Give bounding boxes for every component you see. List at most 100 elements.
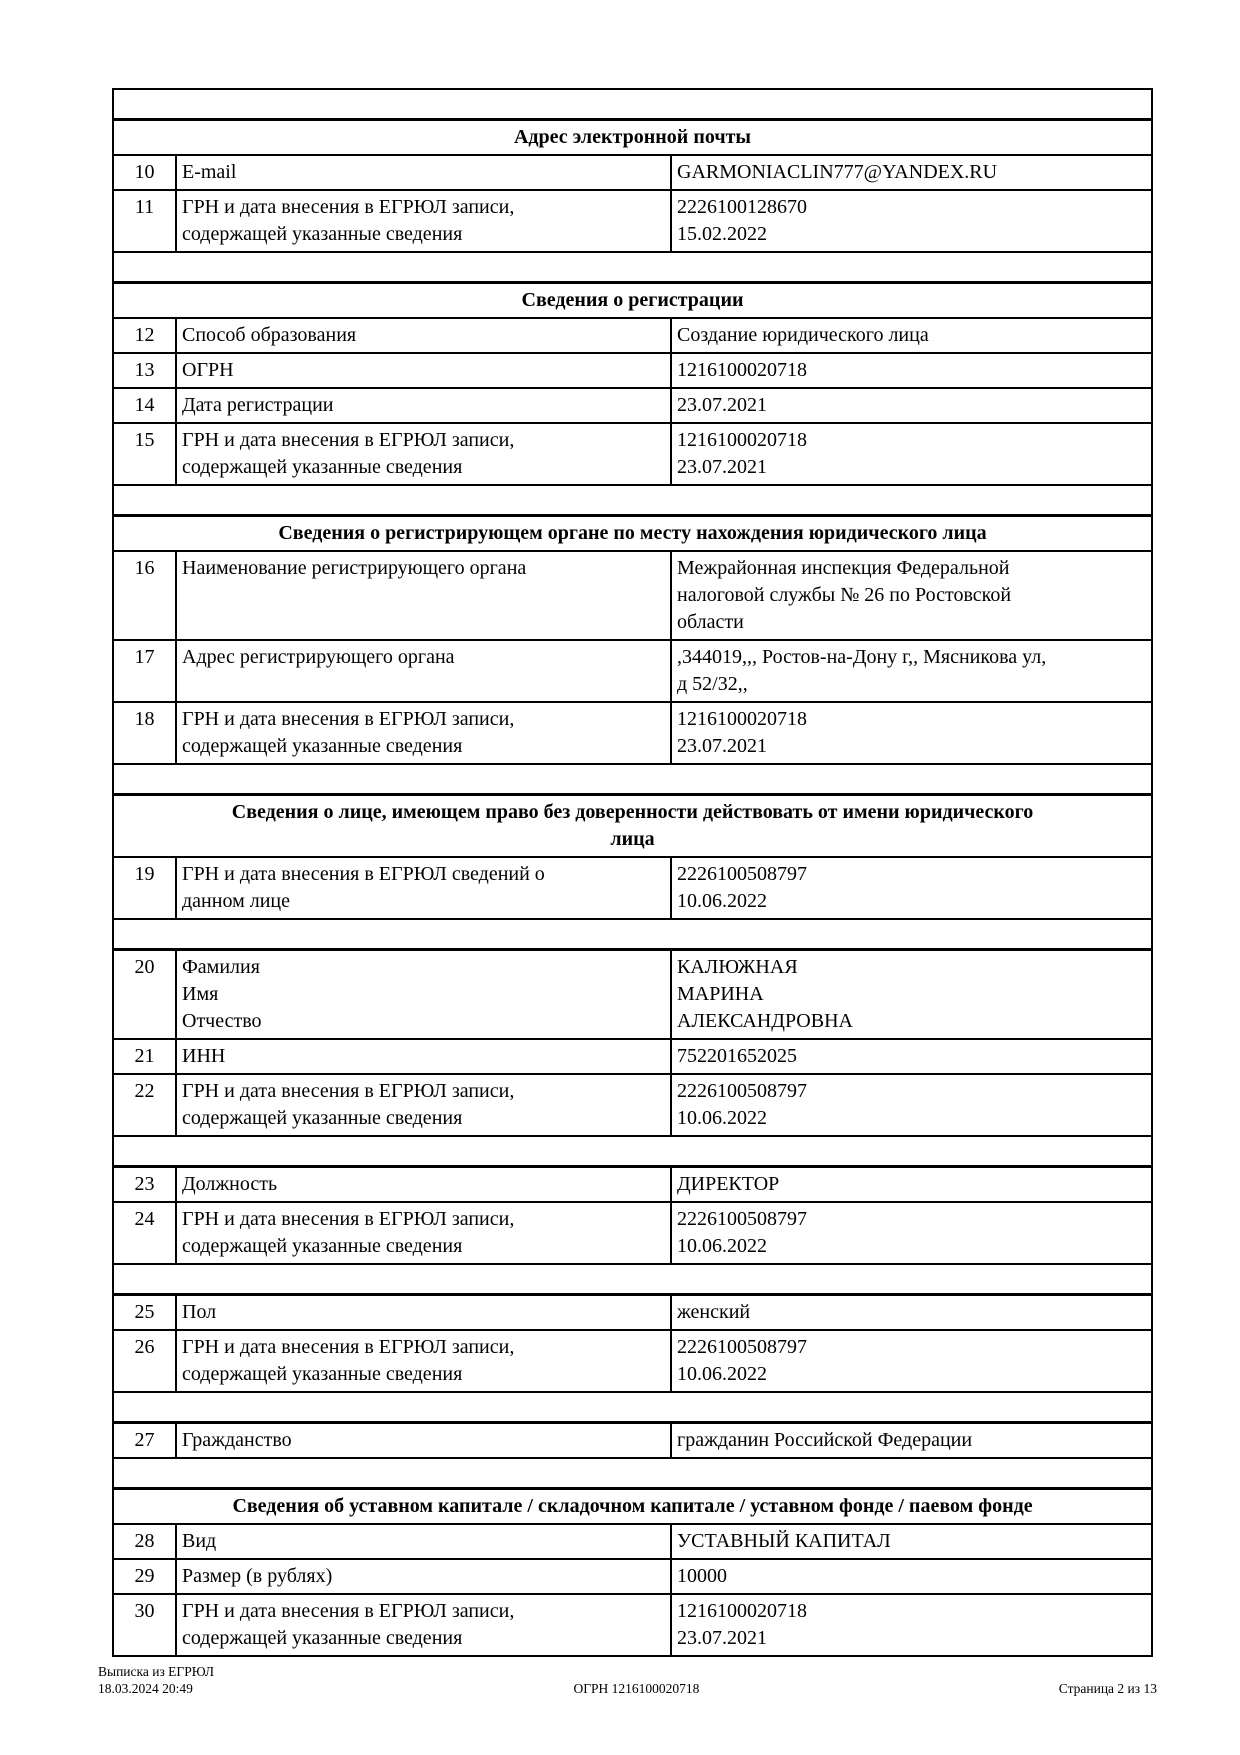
section-header-row: Сведения о регистрации	[111, 281, 1154, 319]
row-number: 11	[112, 189, 177, 253]
row-number: 24	[112, 1201, 177, 1265]
row-number: 30	[112, 1593, 177, 1657]
row-label: Способ образования	[175, 317, 672, 354]
row-number: 28	[112, 1523, 177, 1560]
table-row: 12 Способ образования Создание юридическог…	[112, 317, 1154, 354]
row-value: Межрайонная инспекция Федеральной налого…	[669, 550, 1154, 641]
spacer-row	[111, 1263, 1154, 1296]
spacer-cell	[111, 1457, 1154, 1490]
row-value: 2226100508797 10.06.2022	[669, 1329, 1154, 1393]
table-row: 29 Размер (в рублях) 10000	[112, 1558, 1154, 1595]
row-number: 20	[112, 948, 177, 1040]
spacer-row	[111, 918, 1154, 951]
row-number: 23	[112, 1165, 177, 1203]
spacer-cell	[111, 763, 1154, 796]
row-label: ОГРН	[175, 352, 672, 389]
row-label: Фамилия Имя Отчество	[175, 948, 672, 1040]
spacer-cell	[111, 1263, 1154, 1296]
row-value: 2226100508797 10.06.2022	[669, 856, 1154, 920]
row-number: 27	[112, 1421, 177, 1459]
spacer-cell	[111, 251, 1154, 284]
spacer-row	[111, 763, 1154, 796]
table-row: 20 Фамилия Имя Отчество КАЛЮЖНАЯ МАРИНА АЛ…	[112, 948, 1154, 1040]
footer-left: Выписка из ЕГРЮЛ 18.03.2024 20:49	[98, 1663, 214, 1697]
row-number: 19	[112, 856, 177, 920]
row-value: 1216100020718 23.07.2021	[669, 701, 1154, 765]
footer-page-indicator: Страница 2 из 13	[1058, 1681, 1157, 1696]
table-row: 22 ГРН и дата внесения в ЕГРЮЛ записи, со…	[112, 1073, 1154, 1137]
row-label: ГРН и дата внесения в ЕГРЮЛ записи, соде…	[175, 1329, 672, 1393]
section-header-row: Сведения об уставном капитале / складочн…	[111, 1487, 1154, 1525]
table-row: 14 Дата регистрации 23.07.2021	[112, 387, 1154, 424]
row-number: 29	[112, 1558, 177, 1595]
row-number: 25	[112, 1293, 177, 1331]
row-value: ДИРЕКТОР	[669, 1165, 1154, 1203]
row-number: 17	[112, 639, 177, 703]
row-value: 2226100508797 10.06.2022	[669, 1073, 1154, 1137]
row-label: ГРН и дата внесения в ЕГРЮЛ сведений о д…	[175, 856, 672, 920]
row-number: 15	[112, 422, 177, 486]
table-row: 13 ОГРН 1216100020718	[112, 352, 1154, 389]
table-row: 11 ГРН и дата внесения в ЕГРЮЛ записи, со…	[112, 189, 1154, 253]
section-header: Сведения о лице, имеющем право без довер…	[111, 793, 1154, 858]
egrul-table: Адрес электронной почты 10 E-mail GARMONIAC…	[111, 88, 1154, 1657]
row-number: 10	[112, 154, 177, 191]
row-label: Пол	[175, 1293, 672, 1331]
row-value: 1216100020718 23.07.2021	[669, 422, 1154, 486]
row-label: E-mail	[175, 154, 672, 191]
row-label: ГРН и дата внесения в ЕГРЮЛ записи, соде…	[175, 1593, 672, 1657]
table-row: 28 Вид УСТАВНЫЙ КАПИТАЛ	[112, 1523, 1154, 1560]
section-header-row: Адрес электронной почты	[111, 118, 1154, 156]
row-label: Адрес регистрирующего органа	[175, 639, 672, 703]
table-row: 16 Наименование регистрирующего органа Меж…	[112, 550, 1154, 641]
row-number: 13	[112, 352, 177, 389]
row-number: 26	[112, 1329, 177, 1393]
section-header-row: Сведения о регистрирующем органе по мест…	[111, 514, 1154, 552]
row-label: Должность	[175, 1165, 672, 1203]
section-header: Адрес электронной почты	[111, 118, 1154, 156]
table-row: 10 E-mail GARMONIACLIN777@YANDEX.RU	[112, 154, 1154, 191]
spacer-row	[111, 251, 1154, 284]
section-header: Сведения о регистрирующем органе по мест…	[111, 514, 1154, 552]
row-label: ГРН и дата внесения в ЕГРЮЛ записи, соде…	[175, 1201, 672, 1265]
row-label: Дата регистрации	[175, 387, 672, 424]
row-value: 1216100020718 23.07.2021	[669, 1593, 1154, 1657]
row-value: женский	[669, 1293, 1154, 1331]
table-row: 15 ГРН и дата внесения в ЕГРЮЛ записи, со…	[112, 422, 1154, 486]
spacer-cell	[111, 1135, 1154, 1168]
row-label: ГРН и дата внесения в ЕГРЮЛ записи, соде…	[175, 422, 672, 486]
table-row: 30 ГРН и дата внесения в ЕГРЮЛ записи, со…	[112, 1593, 1154, 1657]
row-value: GARMONIACLIN777@YANDEX.RU	[669, 154, 1154, 191]
row-value: 23.07.2021	[669, 387, 1154, 424]
row-value: 2226100128670 15.02.2022	[669, 189, 1154, 253]
row-number: 14	[112, 387, 177, 424]
spacer-row	[111, 484, 1154, 517]
row-label: Вид	[175, 1523, 672, 1560]
spacer-row	[111, 1135, 1154, 1168]
row-value: УСТАВНЫЙ КАПИТАЛ	[669, 1523, 1154, 1560]
table-row: 27 Гражданство гражданин Российской Федера…	[112, 1421, 1154, 1459]
row-label: ГРН и дата внесения в ЕГРЮЛ записи, соде…	[175, 1073, 672, 1137]
table-row: 26 ГРН и дата внесения в ЕГРЮЛ записи, со…	[112, 1329, 1154, 1393]
section-header-row: Сведения о лице, имеющем право без довер…	[111, 793, 1154, 858]
spacer-row	[111, 1457, 1154, 1490]
row-value: 1216100020718	[669, 352, 1154, 389]
row-value: гражданин Российской Федерации	[669, 1421, 1154, 1459]
section-header: Сведения об уставном капитале / складочн…	[111, 1487, 1154, 1525]
row-number: 12	[112, 317, 177, 354]
table-row: 21 ИНН 752201652025	[112, 1038, 1154, 1075]
section-header: Сведения о регистрации	[111, 281, 1154, 319]
table-row: 18 ГРН и дата внесения в ЕГРЮЛ записи, со…	[112, 701, 1154, 765]
row-number: 21	[112, 1038, 177, 1075]
table-row: 24 ГРН и дата внесения в ЕГРЮЛ записи, со…	[112, 1201, 1154, 1265]
egrul-table-body: Адрес электронной почты 10 E-mail GARMONIAC…	[111, 88, 1154, 1657]
row-value: 752201652025	[669, 1038, 1154, 1075]
footer-ogrn: ОГРН 1216100020718	[573, 1681, 700, 1696]
row-number: 16	[112, 550, 177, 641]
spacer-cell	[111, 1391, 1154, 1424]
table-row: 19 ГРН и дата внесения в ЕГРЮЛ сведений о…	[112, 856, 1154, 920]
row-label: ГРН и дата внесения в ЕГРЮЛ записи, соде…	[175, 701, 672, 765]
row-number: 22	[112, 1073, 177, 1137]
spacer-row	[111, 1391, 1154, 1424]
